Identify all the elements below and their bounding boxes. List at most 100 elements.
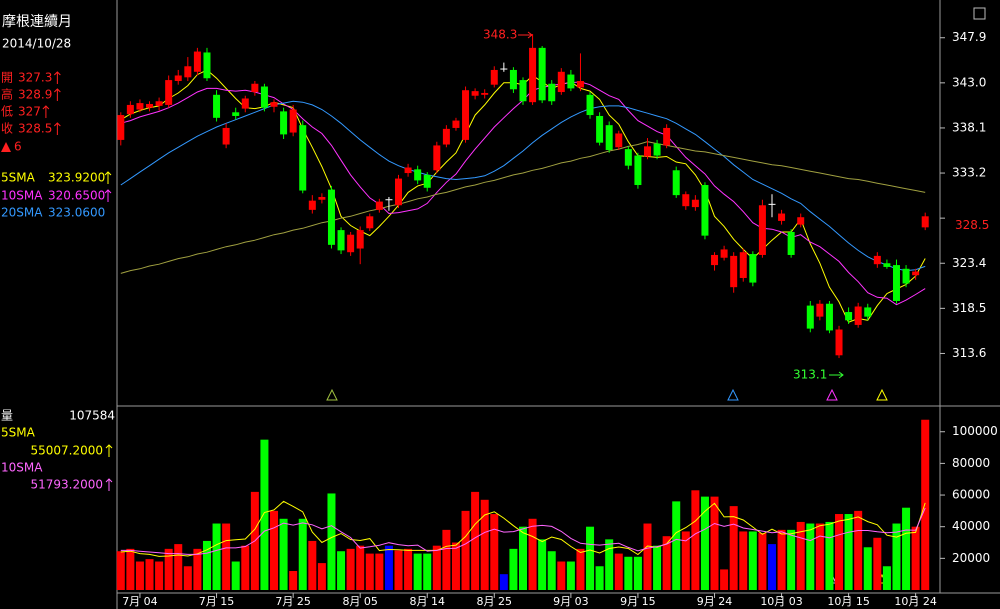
candle-body <box>327 189 335 245</box>
y-tick-label: 338.1 <box>952 120 986 134</box>
volume-bar <box>806 523 815 590</box>
x-tick-label: 7月 15 <box>199 595 235 608</box>
volume-bar <box>471 491 480 590</box>
settings-box[interactable] <box>973 7 986 20</box>
candle-body <box>892 265 900 301</box>
ohlc-label: 收 <box>1 122 13 136</box>
volume-bar <box>499 574 508 590</box>
candle-body <box>251 83 259 93</box>
y-tick-label: 318.5 <box>952 301 986 315</box>
volume-bar <box>854 510 863 590</box>
candle-body <box>414 169 422 181</box>
volume-bar <box>174 544 183 590</box>
up-arrow <box>54 122 61 135</box>
up-arrow <box>105 478 113 491</box>
candle-body <box>883 263 891 267</box>
up-arrow <box>104 171 112 184</box>
last-price-label: 328.5 <box>955 218 989 232</box>
x-tick-label: 9月 15 <box>620 595 656 608</box>
candle-body <box>213 94 221 118</box>
candle-body <box>586 94 594 116</box>
volume-bar <box>432 545 441 590</box>
candle-body <box>864 307 872 317</box>
volume-bar <box>863 547 872 590</box>
volume-bar <box>279 518 288 590</box>
volume-bar <box>595 566 604 590</box>
volume-bar <box>911 526 920 590</box>
legend-name: 10SMA <box>1 461 43 475</box>
candle-body <box>567 74 575 89</box>
candle-body <box>643 146 651 157</box>
candle-body <box>797 217 805 225</box>
candle-body <box>146 104 154 108</box>
candle-body <box>758 205 766 255</box>
candle-body <box>117 115 125 140</box>
volume-bar <box>451 542 460 590</box>
y-tick-label: 323.4 <box>952 256 986 270</box>
volume-bar <box>700 496 709 590</box>
volume-bar <box>653 545 662 590</box>
y-tick-label: 60000 <box>952 488 990 502</box>
volume-bar <box>327 493 336 590</box>
volume-bar <box>337 551 346 590</box>
candle-body <box>222 127 230 145</box>
candle-body <box>318 196 326 200</box>
y-tick-label: 347.9 <box>952 30 986 44</box>
volume-bar <box>423 553 432 590</box>
candle-body <box>749 254 757 283</box>
signal-triangle <box>326 388 338 401</box>
volume-bar <box>289 571 298 590</box>
volume-bar <box>490 514 499 590</box>
volume-bar <box>222 523 231 590</box>
up-arrow <box>105 444 113 457</box>
volume-bar <box>298 518 307 590</box>
candle-body <box>902 268 910 284</box>
volume-bar <box>155 561 164 590</box>
volume-bar <box>892 523 901 590</box>
candle-body <box>356 230 364 249</box>
volume-bar <box>672 501 681 590</box>
ohlc-value: 328.5 <box>18 122 52 136</box>
candle-body <box>308 200 316 210</box>
candle-body <box>184 66 192 78</box>
x-tick-label: 10月 03 <box>760 595 803 608</box>
y-tick-label: 40000 <box>952 519 990 533</box>
volume-bar <box>404 548 413 590</box>
candle-body <box>490 69 498 85</box>
volume-bar <box>461 510 470 590</box>
volume-bar <box>375 553 384 590</box>
volume-bar <box>729 506 738 590</box>
candle-body <box>557 71 565 93</box>
legend-value: 55007.2000 <box>30 444 103 458</box>
candle-body <box>596 115 604 143</box>
volume-bar <box>212 523 221 590</box>
candle-body <box>299 125 307 191</box>
candle-body <box>672 170 680 196</box>
last-price-bg <box>948 208 998 225</box>
signal-triangle <box>727 388 739 401</box>
legend-name: 10SMA <box>1 189 43 203</box>
volume-bar <box>260 439 269 590</box>
up-arrow <box>42 105 50 118</box>
volume-bar <box>787 529 796 590</box>
volume-bar <box>317 563 326 590</box>
up-arrow <box>54 71 61 84</box>
candle-body <box>481 92 489 95</box>
instrument-title: 摩根連續月 <box>2 13 72 30</box>
candle-body <box>653 143 661 156</box>
ohlc-label: 高 <box>1 87 13 102</box>
volume-bar <box>126 548 135 590</box>
x-tick-label: 10月 24 <box>894 595 937 608</box>
candle-body <box>529 47 537 103</box>
ohlc-label: 低 <box>1 105 13 119</box>
candle-body <box>174 75 182 81</box>
volume-bar <box>624 556 633 590</box>
volume-bar <box>767 544 776 590</box>
volume-bar <box>835 514 844 590</box>
volume-bar <box>720 569 729 590</box>
volume-bar <box>413 553 422 590</box>
volume-bar <box>365 553 374 590</box>
volume-bar <box>193 548 202 590</box>
ohlc-value: 327.3 <box>18 71 52 85</box>
volume-bar <box>586 526 595 590</box>
